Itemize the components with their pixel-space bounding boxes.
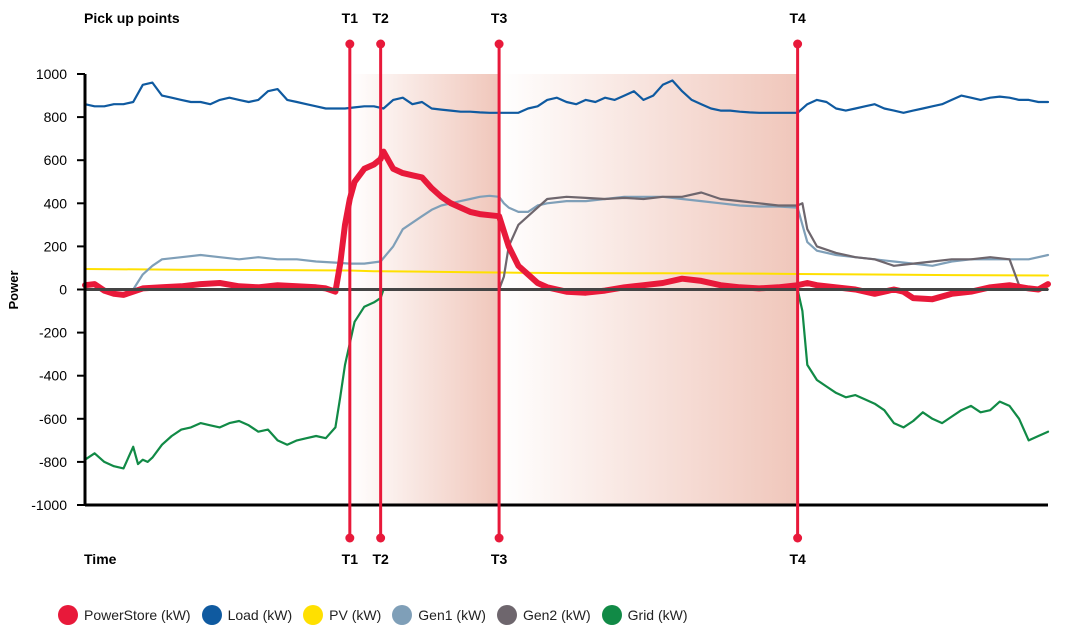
y-tick-label: 600 bbox=[44, 152, 68, 168]
legend-swatch-gen1 bbox=[392, 605, 413, 625]
x-axis-label: Time bbox=[84, 551, 117, 567]
y-tick-label: -1000 bbox=[31, 497, 67, 513]
legend: PowerStore (kW) Load (kW) PV (kW) Gen1 (kW)… bbox=[58, 605, 699, 625]
legend-label-grid: Grid (kW) bbox=[627, 607, 688, 623]
marker-bottom-dot-t1 bbox=[345, 533, 355, 543]
series-line-pv bbox=[84, 268, 1049, 277]
marker-bottom-label-t4: T4 bbox=[789, 551, 806, 567]
marker-bottom-dot-t4 bbox=[793, 533, 803, 543]
marker-top-dot-t3 bbox=[494, 39, 504, 49]
y-tick-label: 400 bbox=[44, 195, 68, 211]
legend-swatch-load bbox=[201, 605, 222, 625]
y-tick-label: 800 bbox=[44, 109, 68, 125]
marker-top-dot-t1 bbox=[345, 39, 355, 49]
y-tick-label: -200 bbox=[39, 325, 67, 341]
marker-top-label-t4: T4 bbox=[789, 10, 806, 26]
y-tick-label: 1000 bbox=[36, 66, 67, 82]
legend-item-load: Load (kW) bbox=[201, 605, 293, 625]
legend-swatch-gen2 bbox=[496, 605, 517, 625]
legend-label-gen2: Gen2 (kW) bbox=[522, 607, 591, 623]
marker-bottom-dot-t3 bbox=[494, 533, 504, 543]
marker-top-label-t3: T3 bbox=[491, 10, 508, 26]
axes: 1000 800 600 400 200 0 -200 -400 -600 -800 -1000 bbox=[31, 66, 1048, 513]
series-line-gen1 bbox=[83, 194, 1050, 291]
legend-label-powerstore: PowerStore (kW) bbox=[84, 607, 191, 623]
top-label: Pick up points bbox=[84, 10, 180, 26]
marker-top-label-t2: T2 bbox=[372, 10, 389, 26]
marker-top-dot-t2 bbox=[376, 39, 386, 49]
legend-item-pv: PV (kW) bbox=[303, 605, 381, 625]
legend-label-pv: PV (kW) bbox=[329, 607, 382, 623]
legend-label-load: Load (kW) bbox=[227, 607, 293, 623]
y-axis-label: Power bbox=[6, 270, 21, 309]
legend-swatch-pv bbox=[303, 605, 324, 625]
y-tick-label: -400 bbox=[39, 368, 67, 384]
y-tick-label: -800 bbox=[39, 454, 67, 470]
y-tick-label: 200 bbox=[44, 238, 68, 254]
marker-bottom-label-t3: T3 bbox=[491, 551, 508, 567]
marker-bottom-dot-t2 bbox=[376, 533, 386, 543]
marker-bottom-label-t1: T1 bbox=[342, 551, 359, 567]
legend-item-powerstore: PowerStore (kW) bbox=[58, 605, 191, 625]
y-tick-label: -600 bbox=[39, 411, 67, 427]
marker-top-dot-t4 bbox=[793, 39, 803, 49]
marker-top-label-t1: T1 bbox=[342, 10, 359, 26]
legend-label-gen1: Gen1 (kW) bbox=[418, 607, 486, 623]
legend-item-gen1: Gen1 (kW) bbox=[392, 605, 486, 625]
series-line-load bbox=[83, 79, 1050, 114]
legend-item-grid: Grid (kW) bbox=[601, 605, 688, 625]
legend-item-gen2: Gen2 (kW) bbox=[496, 605, 591, 625]
y-tick-label: 0 bbox=[59, 282, 67, 298]
marker-bottom-label-t2: T2 bbox=[372, 551, 389, 567]
legend-swatch-powerstore bbox=[58, 605, 78, 625]
time-markers: T1 T1 T2 T2 T3 T3 T4 T4 bbox=[342, 10, 806, 567]
legend-swatch-grid bbox=[601, 605, 622, 625]
